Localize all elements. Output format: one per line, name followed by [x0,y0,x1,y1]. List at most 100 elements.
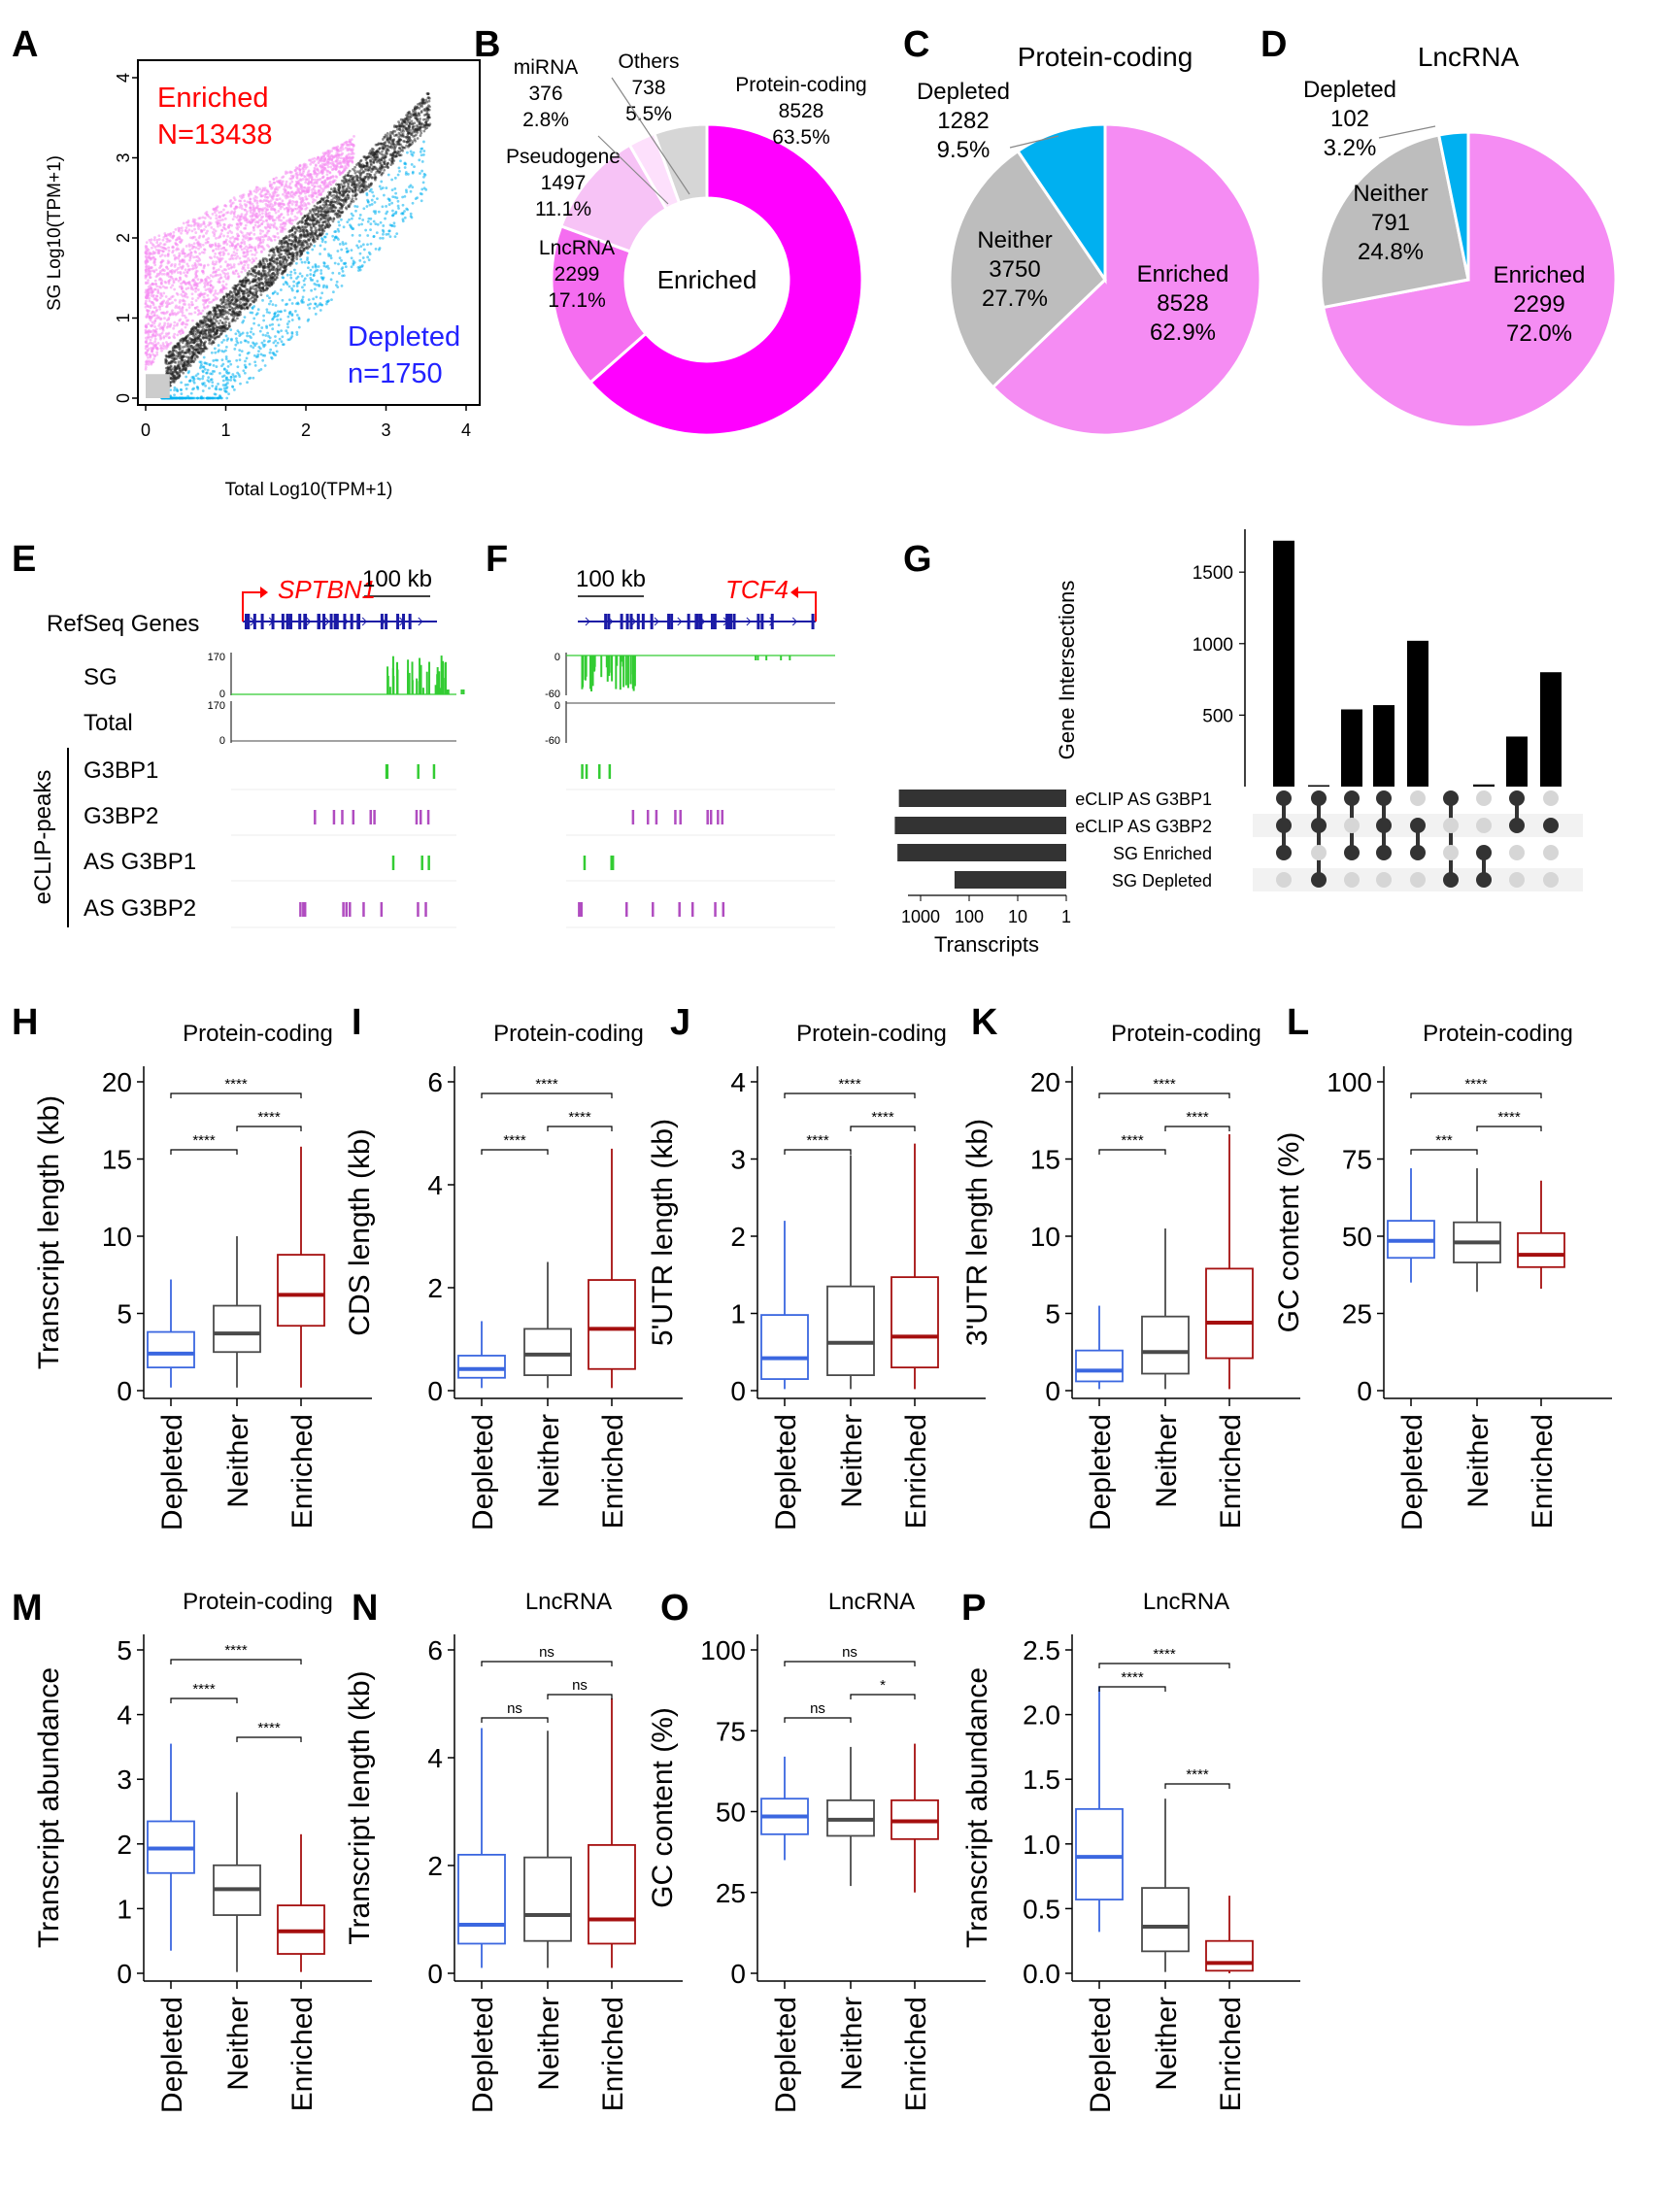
enriched-point [160,304,164,308]
enriched-point [182,250,185,253]
depleted-point [312,297,316,301]
neither-point [164,361,168,365]
enriched-point [213,234,217,238]
neither-point [394,133,398,137]
enriched-point [273,221,277,225]
enriched-point [237,225,241,229]
depleted-point [350,265,353,269]
enriched-point [171,277,175,281]
enriched-point [151,350,154,353]
neither-point [218,305,222,309]
depleted-point [212,359,216,362]
enriched-point [150,346,153,350]
enriched-point [149,306,152,310]
depleted-point [232,387,236,391]
neither-point [392,159,396,162]
neither-point [388,158,391,161]
enriched-point [160,302,164,306]
enriched-point [294,172,298,176]
enriched-point [206,263,210,267]
neither-point [215,316,218,319]
neither-point [321,227,324,231]
enriched-point [174,306,178,310]
depleted-point [268,302,271,306]
depleted-point [306,256,310,259]
depleted-point [350,249,353,252]
enriched-point [205,231,208,235]
depleted-point [238,358,242,362]
enriched-point [165,286,169,289]
enriched-point [182,221,185,225]
depleted-point [341,269,345,273]
enriched-point [236,222,240,226]
depleted-point [306,252,310,254]
enriched-point [155,351,159,354]
depleted-point [404,188,408,192]
enriched-point [294,190,298,194]
enriched-point [289,177,293,181]
neither-point [243,289,247,293]
enriched-point [275,176,278,180]
depleted-point [257,350,260,353]
enriched-point [211,275,215,279]
depleted-point [187,370,191,373]
enriched-point [174,227,178,231]
enriched-point [278,185,281,189]
depleted-point [378,185,382,188]
neither-point [342,182,346,185]
depleted-point [253,364,257,367]
neither-point [259,277,263,281]
enriched-point [159,325,163,329]
depleted-point [295,302,298,306]
depleted-point [403,195,407,198]
enriched-point [194,266,198,270]
enriched-point [290,212,293,216]
enriched-point [311,200,315,204]
enriched-point [266,190,270,194]
enriched-point [243,242,247,246]
depleted-point [380,180,384,184]
depleted-point [379,220,383,224]
enriched-point [205,279,208,283]
depleted-point [385,212,388,216]
enriched-point [312,198,316,201]
enriched-point [144,259,148,263]
enriched-point [258,192,262,196]
depleted-point [286,338,290,342]
enriched-point [267,245,271,249]
enriched-point [307,202,311,206]
enriched-point [233,207,236,211]
neither-point [218,313,222,317]
depleted-point [381,228,385,232]
enriched-point [190,292,194,296]
enriched-point [267,212,271,215]
depleted-point [188,379,192,382]
enriched-point [148,299,151,303]
enriched-point [181,258,185,261]
enriched-point [293,193,297,197]
enriched-point [195,305,199,309]
depleted-point [251,311,254,315]
enriched-point [341,171,345,174]
enriched-point [283,224,286,228]
depleted-point [173,388,176,392]
depleted-point [340,284,344,287]
enriched-point [267,215,271,218]
depleted-point [287,285,291,288]
depleted-point [393,187,397,190]
enriched-point [166,252,170,256]
depleted-point [323,240,327,244]
enriched-point [185,231,189,235]
neither-point [427,99,431,103]
depleted-point [366,255,370,259]
enriched-point [248,243,252,247]
enriched-point [299,201,303,205]
enriched-point [157,278,161,282]
enriched-point [285,170,287,174]
enriched-point [232,240,236,244]
enriched-point [315,180,319,184]
depleted-point [348,218,351,221]
enriched-point [350,152,353,156]
depleted-point [208,363,212,367]
depleted-point [224,345,228,349]
